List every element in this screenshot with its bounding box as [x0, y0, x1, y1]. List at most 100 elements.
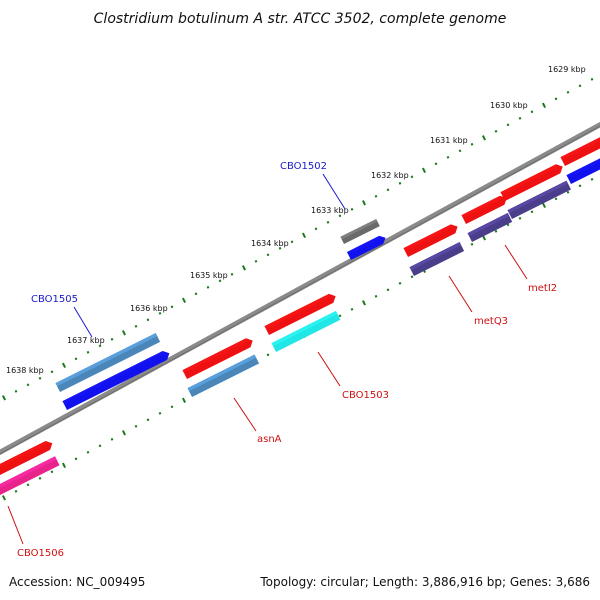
scale-tick-lower	[14, 489, 18, 493]
gene-cbo1506-a	[0, 441, 53, 475]
topology-text: Topology: circular; Length: 3,886,916 bp…	[259, 575, 590, 589]
scale-tick-upper	[398, 181, 402, 185]
scale-tick-upper	[541, 102, 547, 109]
scale-tick-upper	[494, 129, 498, 133]
scale-tick-lower	[541, 202, 547, 209]
scale-tick-lower	[134, 424, 138, 428]
gene-cbo1505-b	[62, 351, 170, 410]
scale-tick-upper	[254, 259, 258, 263]
scale-tick-upper	[121, 330, 127, 336]
scale-tick-upper	[590, 77, 594, 81]
scale-tick-lower	[146, 418, 150, 422]
gene-cbo1506-b-highlight	[0, 456, 57, 488]
gene-right-b-highlight	[566, 158, 600, 179]
gene-cbo1505-a-highlight	[55, 333, 158, 387]
gene-mid-b-highlight	[507, 180, 569, 214]
scale-tick-label: 1636 kbp	[130, 304, 168, 313]
scale-tick-upper	[74, 357, 78, 361]
gene-cbo1502-a	[340, 219, 380, 244]
gene-features	[0, 137, 600, 496]
gene-cbo1503-a-highlight	[264, 293, 331, 330]
scale-tick-upper	[578, 84, 582, 88]
scale-tick-label: 1633 kbp	[311, 206, 349, 215]
scale-tick-upper	[361, 200, 367, 206]
scale-tick-lower	[506, 223, 510, 227]
scale-tick-lower	[470, 242, 474, 246]
scale-tick-lower	[398, 281, 402, 285]
scale-tick-upper	[170, 305, 174, 309]
gene-label-metq3: metQ3	[474, 316, 508, 327]
scale-tick-lower	[61, 462, 67, 469]
scale-tick-upper	[290, 240, 294, 244]
scale-tick-lower	[38, 476, 42, 480]
scale-tick-upper	[374, 194, 378, 198]
scale-tick-upper	[98, 344, 102, 348]
gene-cbo1506-b	[0, 456, 60, 496]
scale-tick-upper	[410, 175, 414, 179]
scale-tick-upper	[158, 311, 162, 315]
gene-label-leader	[73, 306, 93, 338]
scale-tick-upper	[470, 142, 474, 146]
gene-cbo1506-a-highlight	[0, 441, 48, 468]
scale-tick-lower	[26, 483, 30, 487]
gene-right-a-highlight	[560, 137, 600, 161]
gene-label-cbo1502: CBO1502	[280, 161, 327, 172]
scale-tick-upper	[181, 297, 187, 304]
scale-tick-lower	[374, 294, 378, 298]
gene-cbo1503-b	[271, 310, 341, 352]
scale-tick-upper	[110, 337, 114, 341]
scale-tick-lower	[578, 184, 582, 188]
scale-tick-lower	[170, 405, 174, 409]
backbone-line	[0, 121, 600, 456]
backbone-edge	[0, 125, 600, 455]
scale-tick-upper	[26, 383, 30, 387]
scale-tick-lower	[110, 437, 114, 441]
gene-label-cbo1505: CBO1505	[31, 294, 78, 305]
gene-mid-b	[507, 180, 571, 219]
gene-metq3-a	[403, 224, 458, 257]
gene-metq3-a-highlight	[403, 224, 453, 252]
scale-tick-lower	[121, 430, 127, 436]
gene-mid-a-highlight	[500, 164, 558, 196]
gene-meti2-a	[461, 195, 507, 224]
gene-label-leader	[504, 244, 528, 280]
scale-tick-upper	[206, 285, 210, 289]
scale-tick-upper	[350, 207, 354, 211]
scale-tick-lower	[530, 210, 534, 214]
scale-tick-upper	[566, 90, 570, 94]
backbone	[0, 121, 600, 456]
scale-tick-lower	[181, 397, 187, 404]
scale-tick-lower	[350, 307, 354, 311]
map-title: Clostridium botulinum A str. ATCC 3502, …	[94, 11, 507, 27]
scale-tick-upper	[314, 227, 318, 231]
scale-tick-upper	[230, 272, 234, 276]
scale-tick-upper	[421, 167, 427, 174]
gene-label-leader	[322, 173, 346, 210]
gene-asna-a-highlight	[182, 338, 248, 374]
gene-cbo1505-a	[55, 333, 161, 392]
gene-asna-b-highlight	[187, 354, 257, 392]
scale-tick-upper	[326, 220, 330, 224]
scale-tick-upper	[278, 246, 282, 250]
scale-tick-upper	[194, 292, 198, 296]
scale-tick-upper	[434, 162, 438, 166]
scale-tick-lower	[590, 177, 594, 181]
gene-label-leader	[7, 505, 24, 545]
gene-label-leader	[448, 275, 473, 313]
gene-label-leader	[317, 351, 341, 387]
gene-label-leader	[233, 397, 257, 432]
gene-asna-a	[182, 338, 253, 379]
gene-cbo1503-b-highlight	[271, 310, 338, 347]
scale-tick-upper	[301, 232, 307, 239]
scale-tick-upper	[518, 116, 522, 120]
scale-tick-label: 1631 kbp	[430, 136, 468, 145]
gene-metq3-b-highlight	[409, 242, 462, 271]
scale-tick-label: 1637 kbp	[67, 336, 105, 345]
scale-tick-lower	[566, 190, 570, 194]
scale-tick-label: 1630 kbp	[490, 101, 528, 110]
gene-label-cbo1503: CBO1503	[342, 390, 389, 401]
scale-tick-upper	[266, 253, 270, 257]
scale-tick-label: 1635 kbp	[190, 271, 228, 280]
scale-tick-lower	[158, 411, 162, 415]
